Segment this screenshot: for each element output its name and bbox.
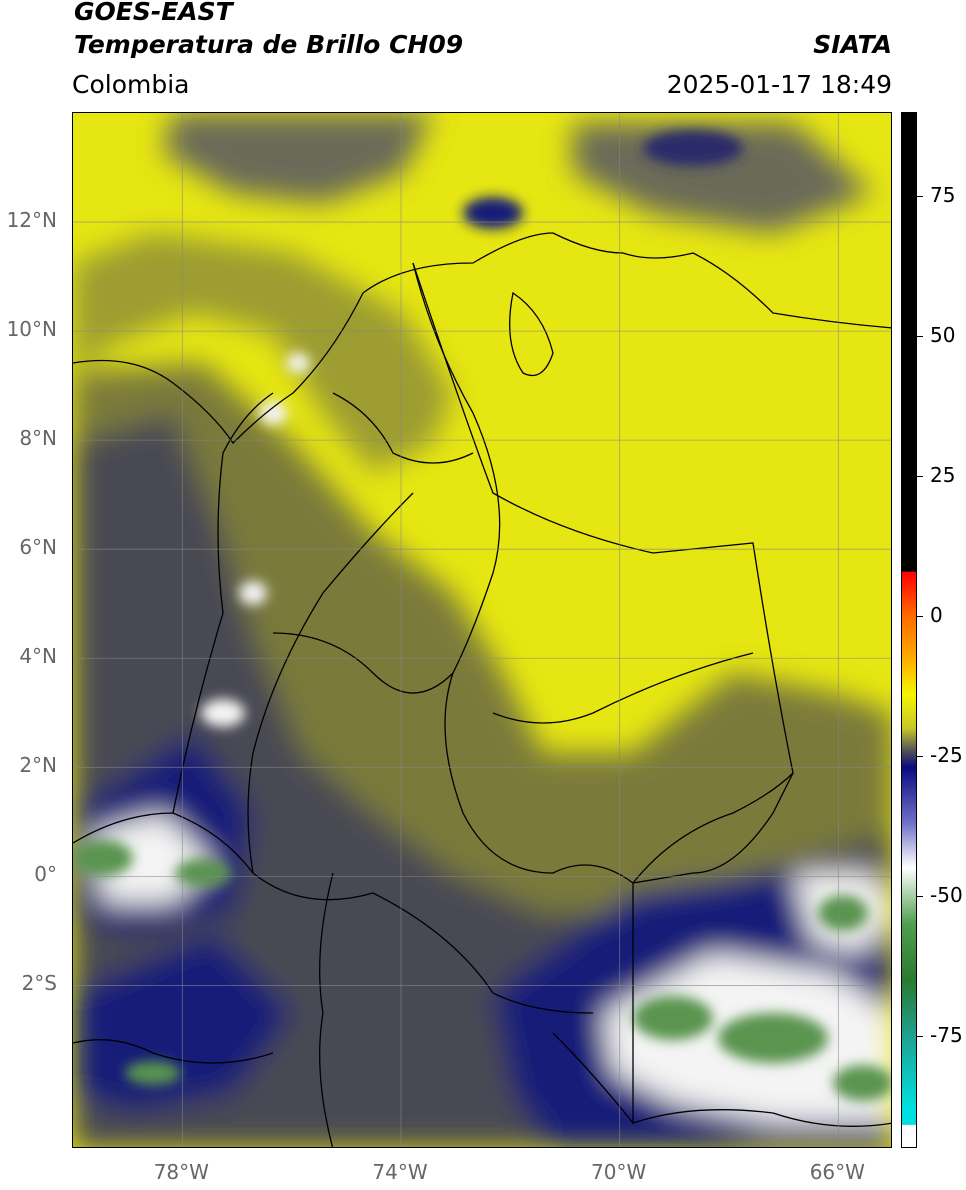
- map-canvas: [73, 113, 891, 1147]
- latitude-label: 4°N: [19, 644, 57, 669]
- latitude-label: 12°N: [6, 208, 57, 233]
- colorbar-tick: [917, 896, 923, 897]
- colorbar-tick-label: 50: [930, 323, 956, 347]
- longitude-label: 74°W: [372, 1160, 428, 1184]
- colorbar-tick: [917, 756, 923, 757]
- colorbar-tick: [917, 616, 923, 617]
- latitude-label: 2°N: [19, 753, 57, 778]
- datetime-label: 2025-01-17 18:49: [666, 70, 892, 99]
- satellite-title: GOES-EAST: [74, 0, 233, 26]
- colorbar-tick: [917, 336, 923, 337]
- colorbar-tick: [917, 196, 923, 197]
- colorbar-tick-label: 75: [930, 183, 956, 207]
- longitude-label: 78°W: [153, 1160, 209, 1184]
- cloud-field: [73, 113, 891, 1147]
- org-title: SIATA: [813, 30, 892, 59]
- colorbar-tick-label: 25: [930, 463, 956, 487]
- longitude-label: 70°W: [591, 1160, 647, 1184]
- latitude-label: 0°: [34, 862, 57, 887]
- colorbar-tick: [917, 1036, 923, 1037]
- graticule: [73, 113, 891, 1147]
- cold-cloud-tops: [73, 130, 891, 1101]
- latitude-label: 10°N: [6, 317, 57, 342]
- longitude-label: 66°W: [809, 1160, 865, 1184]
- colorbar-tick-label: -25: [930, 743, 963, 767]
- region-label: Colombia: [72, 70, 190, 99]
- latitude-label: 6°N: [19, 535, 57, 560]
- colorbar-tick-label: -75: [930, 1023, 963, 1047]
- colorbar-tick-label: 0: [930, 603, 943, 627]
- latitude-label: 8°N: [19, 426, 57, 451]
- colorbar: [901, 112, 917, 1148]
- brightness-temperature-map: [72, 112, 892, 1148]
- latitude-label: 2°S: [21, 971, 57, 996]
- product-title: Temperatura de Brillo CH09: [74, 30, 464, 59]
- colorbar-tick: [917, 476, 923, 477]
- colorbar-tick-label: -50: [930, 883, 963, 907]
